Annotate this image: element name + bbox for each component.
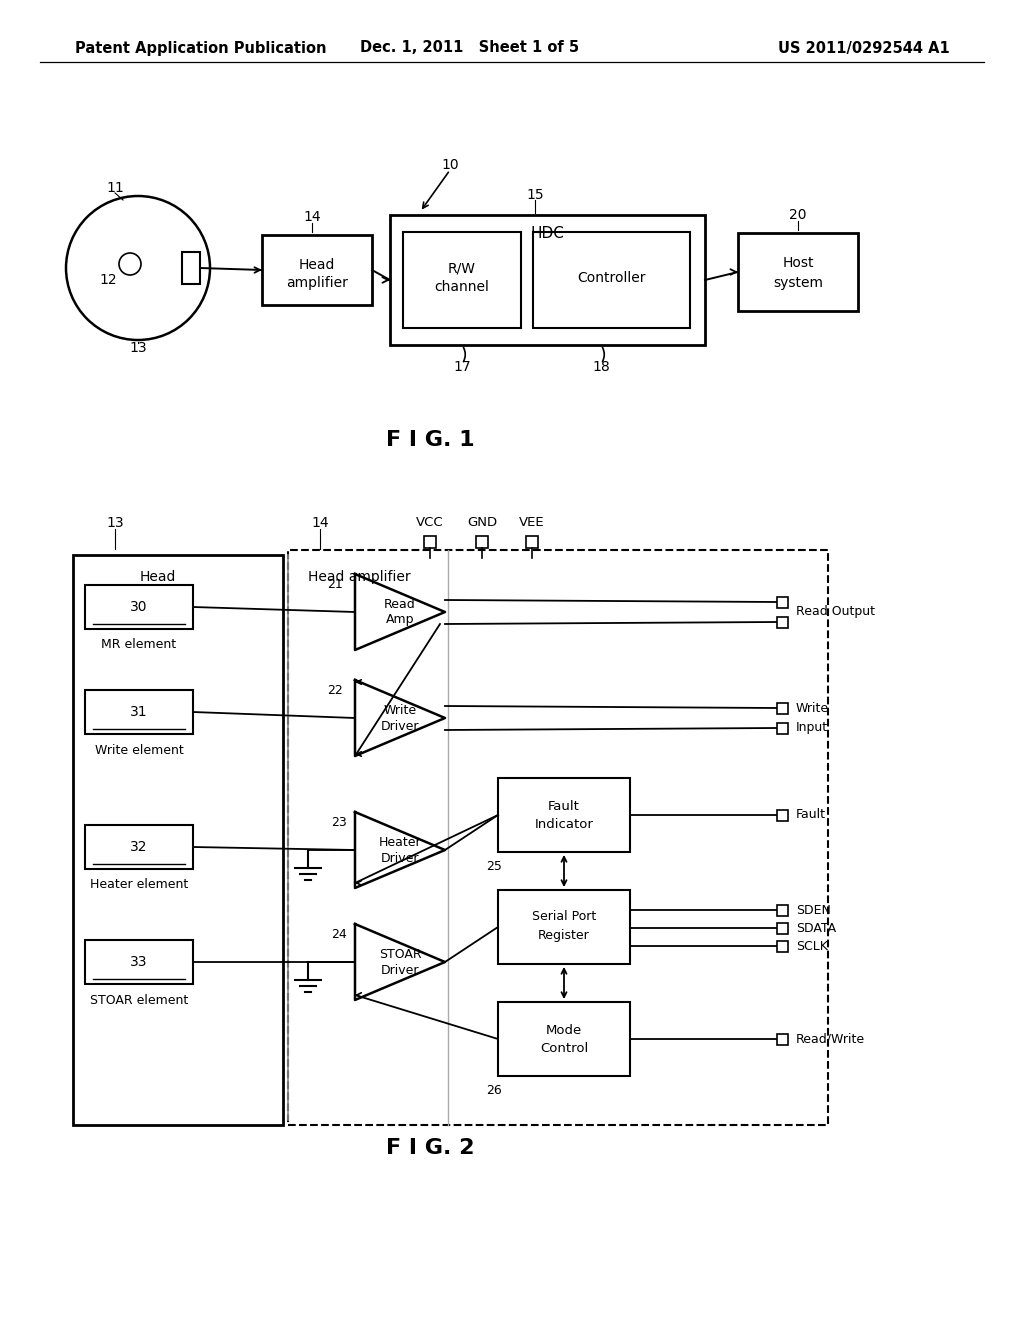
Text: 33: 33: [130, 954, 147, 969]
Text: 18: 18: [592, 360, 610, 374]
Text: channel: channel: [434, 280, 489, 294]
Text: 10: 10: [441, 158, 459, 172]
Text: Fault: Fault: [796, 808, 826, 821]
Text: 21: 21: [328, 578, 343, 590]
Text: R/W: R/W: [449, 261, 476, 275]
Text: Driver: Driver: [381, 719, 419, 733]
Text: 24: 24: [331, 928, 347, 940]
Text: system: system: [773, 276, 823, 290]
Text: Read: Read: [384, 598, 416, 610]
Text: Amp: Amp: [386, 614, 415, 627]
Bar: [390, 215, 705, 345]
Text: Serial Port: Serial Port: [531, 909, 596, 923]
Bar: [776, 940, 787, 952]
Bar: [776, 616, 787, 627]
Text: Mode: Mode: [546, 1023, 582, 1036]
Bar: [85, 940, 193, 983]
Bar: [182, 252, 200, 284]
Bar: [498, 777, 630, 851]
Text: 22: 22: [328, 684, 343, 697]
Text: Write element: Write element: [94, 743, 183, 756]
Text: US 2011/0292544 A1: US 2011/0292544 A1: [778, 41, 950, 55]
Text: Read/Write: Read/Write: [796, 1032, 865, 1045]
Bar: [262, 235, 372, 305]
Text: 32: 32: [130, 840, 147, 854]
Text: Write: Write: [796, 701, 829, 714]
Text: F I G. 1: F I G. 1: [386, 430, 474, 450]
Text: 17: 17: [454, 360, 471, 374]
Text: Control: Control: [540, 1043, 588, 1056]
Bar: [534, 232, 690, 327]
Text: Head: Head: [299, 257, 335, 272]
Text: Patent Application Publication: Patent Application Publication: [75, 41, 327, 55]
Bar: [776, 722, 787, 734]
Bar: [498, 1002, 630, 1076]
Text: Write: Write: [383, 704, 417, 717]
Text: STOAR: STOAR: [379, 948, 421, 961]
Bar: [85, 690, 193, 734]
Bar: [776, 923, 787, 933]
Text: 13: 13: [129, 341, 146, 355]
Text: SDEN: SDEN: [796, 903, 830, 916]
Bar: [776, 1034, 787, 1044]
Text: Heater: Heater: [379, 836, 421, 849]
Text: STOAR element: STOAR element: [90, 994, 188, 1006]
Text: F I G. 2: F I G. 2: [386, 1138, 474, 1158]
Bar: [776, 702, 787, 714]
Text: Driver: Driver: [381, 851, 419, 865]
Bar: [85, 585, 193, 630]
Text: Head amplifier: Head amplifier: [308, 570, 411, 583]
Text: Indicator: Indicator: [535, 818, 594, 832]
Text: VCC: VCC: [416, 516, 443, 528]
Text: 26: 26: [486, 1084, 502, 1097]
Text: SDATA: SDATA: [796, 921, 837, 935]
Bar: [498, 890, 630, 964]
Text: Input: Input: [796, 722, 828, 734]
Text: GND: GND: [467, 516, 497, 528]
Text: 11: 11: [106, 181, 124, 195]
Text: Fault: Fault: [548, 800, 580, 813]
Bar: [403, 232, 521, 327]
Text: Read Output: Read Output: [796, 606, 874, 619]
Text: 25: 25: [486, 859, 502, 873]
Bar: [738, 234, 858, 312]
Bar: [526, 536, 538, 548]
Text: amplifier: amplifier: [286, 276, 348, 290]
Text: 12: 12: [99, 273, 117, 286]
Text: Driver: Driver: [381, 964, 419, 977]
Text: 14: 14: [311, 516, 329, 531]
Bar: [476, 536, 488, 548]
Text: 31: 31: [130, 705, 147, 719]
Bar: [85, 825, 193, 869]
Text: 13: 13: [106, 516, 124, 531]
Bar: [73, 554, 283, 1125]
Bar: [424, 536, 436, 548]
Text: HDC: HDC: [530, 226, 564, 240]
Text: 14: 14: [303, 210, 321, 224]
Text: Controller: Controller: [577, 271, 645, 285]
Text: 23: 23: [331, 816, 347, 829]
Text: Heater element: Heater element: [90, 879, 188, 891]
Text: Host: Host: [782, 256, 814, 271]
Text: 15: 15: [526, 187, 544, 202]
Text: Register: Register: [539, 928, 590, 941]
Bar: [776, 597, 787, 607]
Text: MR element: MR element: [101, 639, 176, 652]
Text: 30: 30: [130, 601, 147, 614]
Text: VEE: VEE: [519, 516, 545, 528]
Bar: [776, 904, 787, 916]
Text: Head: Head: [140, 570, 176, 583]
Text: Dec. 1, 2011   Sheet 1 of 5: Dec. 1, 2011 Sheet 1 of 5: [360, 41, 580, 55]
Bar: [776, 809, 787, 821]
Text: SCLK: SCLK: [796, 940, 827, 953]
Bar: [288, 550, 828, 1125]
Text: 20: 20: [790, 209, 807, 222]
